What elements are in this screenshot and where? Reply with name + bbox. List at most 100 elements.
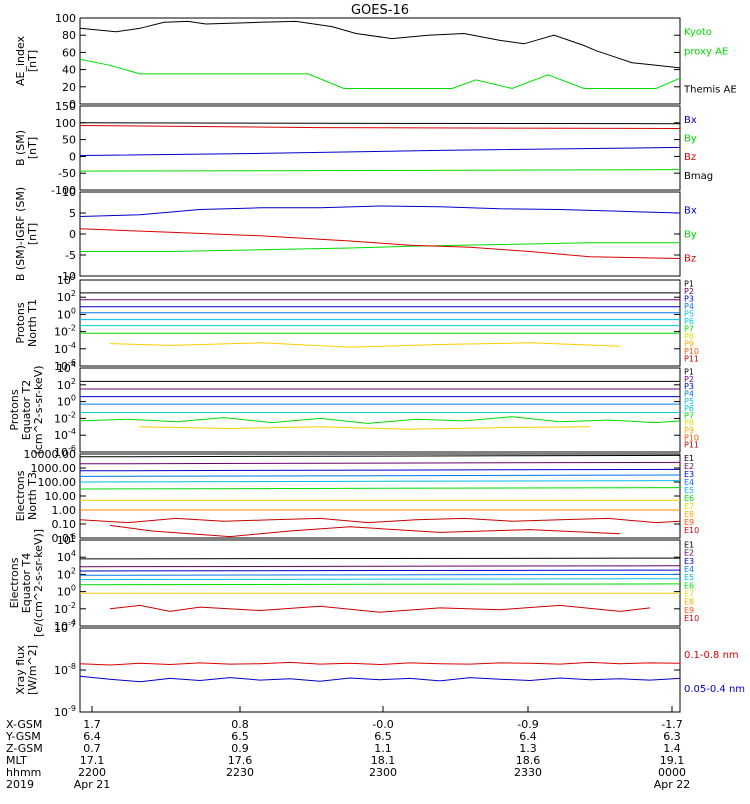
y-axis-label: ProtonsNorth T1 <box>14 299 39 347</box>
y-tick-label: 150 <box>55 100 76 113</box>
series-line-0-1-0-8-nm <box>79 661 681 666</box>
y-tick-label: 102 <box>57 377 76 392</box>
y-axis-label: ProtonsEquator T2(cm^2-s-sr-keV) <box>8 365 45 454</box>
series-line-e2 <box>79 565 681 568</box>
legend-entry: E5 <box>684 573 694 582</box>
bottom-tick-value: 17.6 <box>228 754 253 767</box>
legend-entry: E3 <box>684 557 694 566</box>
bottom-tick-value: 6.3 <box>663 730 681 743</box>
legend-entry: P3 <box>684 295 694 304</box>
y-tick-label: 10-9 <box>54 704 76 719</box>
legend-entry: P6 <box>684 404 694 413</box>
bottom-tick-value: 19.1 <box>660 754 685 767</box>
y-tick-label: 50 <box>62 134 76 147</box>
panel-frame <box>79 17 681 105</box>
panel-frame <box>79 539 681 627</box>
bottom-tick-value: 2300 <box>369 766 397 779</box>
bottom-tick-value: 0000 <box>658 766 686 779</box>
y-tick-label: -100 <box>51 184 76 197</box>
series-line-e8 <box>109 604 651 613</box>
legend-entry: E10 <box>684 614 699 623</box>
y-tick-label: 0 <box>69 98 76 111</box>
series-line-bz <box>79 228 681 259</box>
legend-entry: E10 <box>684 526 699 535</box>
bottom-tick-value: 1.7 <box>83 718 101 731</box>
y-tick-label: 10-8 <box>54 662 76 677</box>
y-axis-label: B (SM)-IGRF (SM)[nT] <box>14 187 39 281</box>
series-line-e6 <box>79 487 681 490</box>
y-tick-label: -5 <box>65 249 76 262</box>
series-line-p6 <box>79 416 681 424</box>
legend-entry: P11 <box>684 441 699 450</box>
y-tick-label: 100 <box>57 584 76 599</box>
y-tick-label: 0 <box>69 228 76 241</box>
bottom-tick-value: 2330 <box>514 766 542 779</box>
legend-entry: P5 <box>684 397 694 406</box>
panel-frame <box>79 105 681 191</box>
y-axis-label: Xray flux[W/m^2] <box>14 645 39 695</box>
bottom-tick-value: -0.0 <box>372 718 393 731</box>
panel-frame <box>79 627 681 713</box>
bottom-tick-value: 18.6 <box>516 754 541 767</box>
y-tick-label: 100 <box>55 12 76 25</box>
legend-entry: P8 <box>684 419 694 428</box>
bottom-tick-value: 0.8 <box>231 718 249 731</box>
series-line-by <box>80 242 680 252</box>
y-tick-label: 10-7 <box>54 620 76 635</box>
legend-entry: E4 <box>684 565 694 574</box>
y-tick-label: 102 <box>57 289 76 304</box>
legend-entry: E6 <box>684 494 694 503</box>
bottom-tick-value: Apr 22 <box>654 778 691 791</box>
bottom-row-label: Y-GSM <box>5 730 41 743</box>
panel-frame <box>79 453 681 539</box>
bottom-tick-value: 17.1 <box>80 754 105 767</box>
legend-entry: 0.05-0.4 nm <box>684 684 745 695</box>
bottom-row-label: X-GSM <box>6 718 42 731</box>
series-line-kyoto-proxy-ae <box>79 58 681 90</box>
legend-entry: By <box>684 133 697 144</box>
y-tick-label: -10 <box>58 270 76 283</box>
bottom-tick-value: 0.9 <box>231 742 249 755</box>
bottom-tick-value: 0.7 <box>83 742 101 755</box>
legend-entry: By <box>684 230 697 241</box>
legend-entry: P6 <box>684 317 694 326</box>
y-tick-label: 10 <box>62 186 76 199</box>
y-tick-label: 10-2 <box>54 410 76 425</box>
bottom-tick-value: 6.5 <box>374 730 392 743</box>
legend-entry: P7 <box>684 325 694 334</box>
bottom-tick-value: 6.4 <box>83 730 101 743</box>
legend-entry: E9 <box>684 606 694 615</box>
series-line-by <box>79 169 681 172</box>
bottom-tick-value: 2200 <box>78 766 106 779</box>
y-tick-label: 104 <box>57 272 76 287</box>
bottom-tick-value: -1.7 <box>661 718 682 731</box>
legend-entry: P8 <box>684 332 694 341</box>
y-tick-label: 102 <box>57 566 76 581</box>
legend-entry: P4 <box>684 389 694 398</box>
plot-title: GOES-16 <box>351 3 409 18</box>
legend-entry: Bz <box>684 254 696 265</box>
bottom-row-label: Z-GSM <box>6 742 43 755</box>
y-axis-label: ElectronsNorth T3 <box>14 470 39 521</box>
bottom-tick-value: 18.1 <box>371 754 396 767</box>
legend-entry: P7 <box>684 411 694 420</box>
y-tick-label: 60 <box>62 46 76 59</box>
panel-ae: 0 20 40 60 80 100 AE_index[nT] Kyoto proxy AE The… <box>14 12 737 111</box>
y-tick-label: 10-2 <box>54 324 76 339</box>
series-line-e5 <box>79 480 681 483</box>
legend-entry: P2 <box>684 375 694 384</box>
series-line-e6 <box>79 583 681 586</box>
series-line-bmag <box>79 122 681 125</box>
y-axis-label: AE_index[nT] <box>14 35 39 86</box>
y-tick-label: 104 <box>57 360 76 375</box>
legend-entry: P9 <box>684 426 694 435</box>
series-line-e1 <box>79 454 681 458</box>
y-tick-label: 0.10 <box>52 518 77 531</box>
legend-entry: E5 <box>684 486 694 495</box>
legend-entry: E1 <box>684 540 694 549</box>
